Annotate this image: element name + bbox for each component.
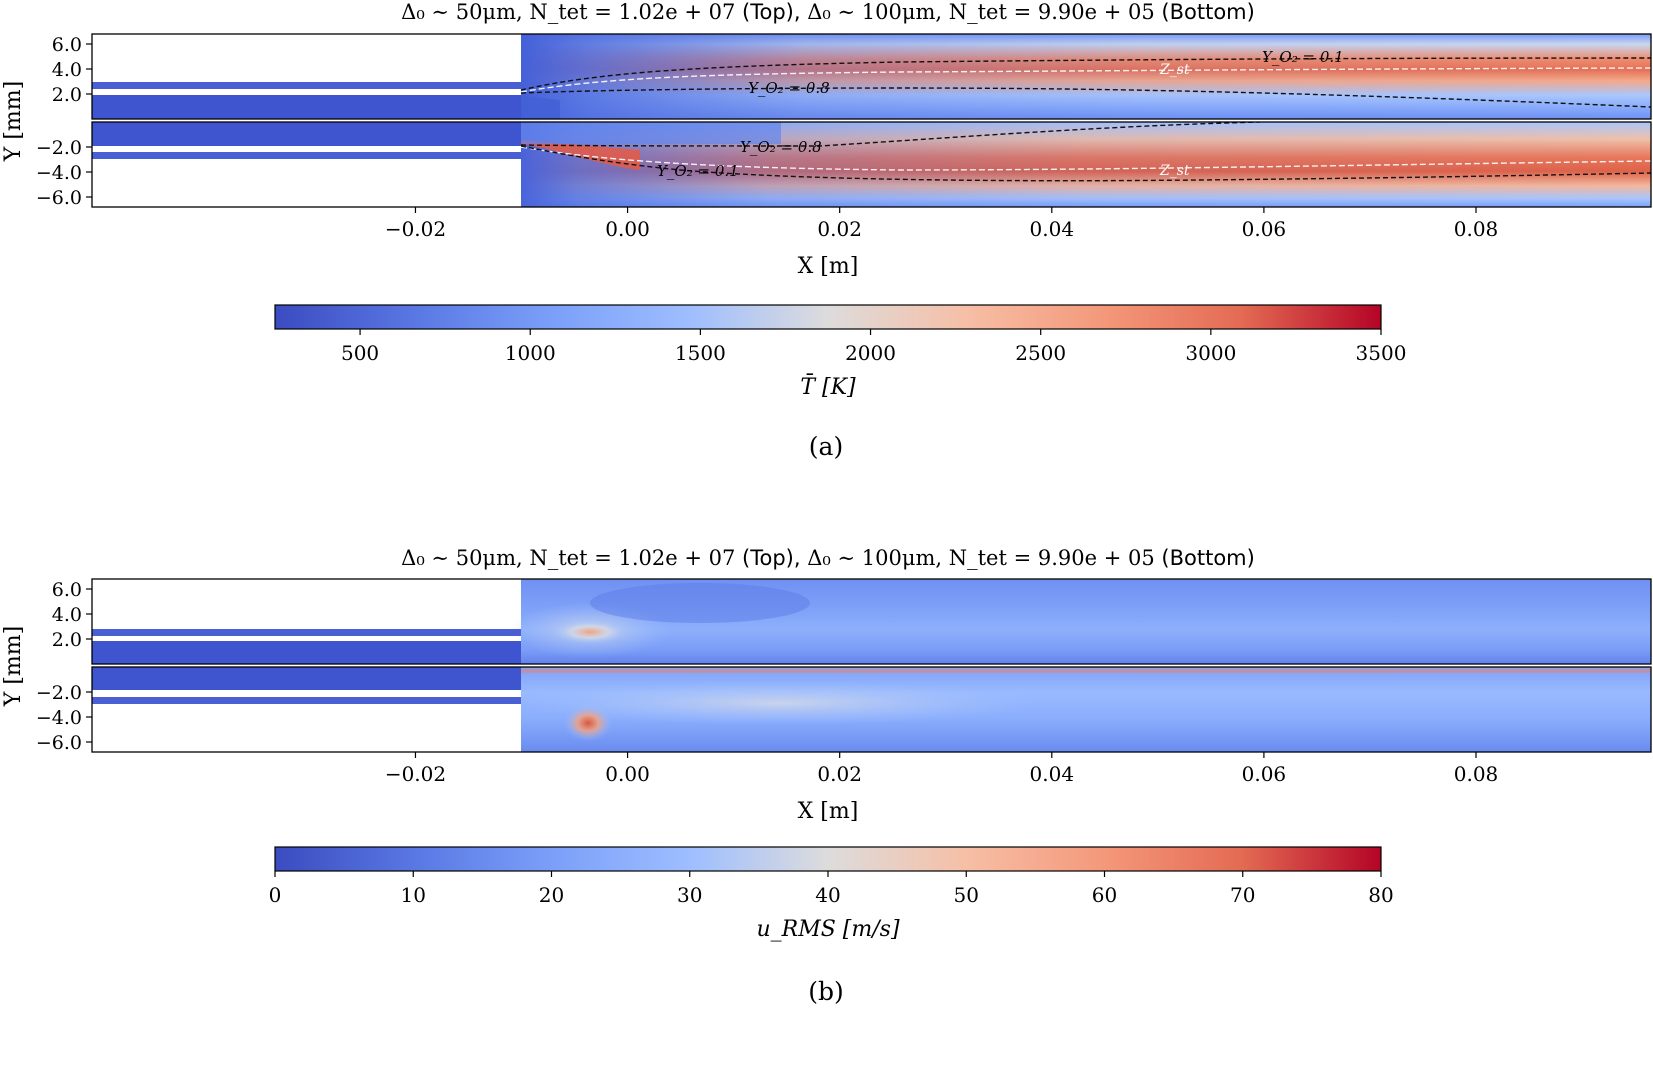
panel-a-colorbar-ticks: 500 1000 1500 2000 2500 3000 3500 xyxy=(341,329,1406,365)
panel-b-top-field xyxy=(92,579,1651,664)
injector-core-top-b xyxy=(92,641,521,664)
panel-a-y-label: Y [mm] xyxy=(1,81,26,162)
panel-b-title: Δ₀ ∼ 50μm, N_tet = 1.02e + 07 (Top), Δ₀ … xyxy=(401,546,1255,570)
panel-b-colorbar xyxy=(274,846,1382,872)
injector-core-top xyxy=(92,95,521,119)
injector-outer-top xyxy=(92,82,521,89)
y-tick-label: 4.0 xyxy=(52,604,82,626)
panel-a-x-label: X [m] xyxy=(798,254,859,279)
y-tick-label: −6.0 xyxy=(36,732,82,754)
colorbar-tick-label: 10 xyxy=(401,883,426,907)
x-tick-label: 0.02 xyxy=(817,217,862,241)
panel-b-bottom-frame xyxy=(91,666,1652,753)
panel-b-colorbar-label: u_RMS [m/s] xyxy=(756,917,899,942)
y-tick-label: −2.0 xyxy=(36,682,82,704)
colorbar-tick-label: 0 xyxy=(269,883,282,907)
colorbar-tick-label: 1500 xyxy=(675,341,726,365)
panel-b-top-y-ticks: 6.0 4.0 2.0 xyxy=(52,579,92,651)
x-tick-label: 0.08 xyxy=(1454,217,1499,241)
colorbar-tick-label: 1000 xyxy=(505,341,556,365)
label-zst-top: Z_st xyxy=(1159,62,1190,78)
colorbar-tick-label: 2500 xyxy=(1015,341,1066,365)
contour-yo2-rich-bottom xyxy=(520,122,1261,147)
x-tick-label: 0.06 xyxy=(1242,217,1287,241)
injector-core-bottom-b xyxy=(92,667,521,690)
panel-a-bottom-y-ticks: −2.0 −4.0 −6.0 xyxy=(36,137,92,209)
contour-yo2-lean-bottom xyxy=(520,145,1651,182)
colorbar-tick-label: 50 xyxy=(954,883,979,907)
panel-b-y-label: Y [mm] xyxy=(1,626,26,707)
panel-b-x-label: X [m] xyxy=(798,799,859,824)
panel-a-colorbar xyxy=(274,304,1382,330)
y-tick-label: 2.0 xyxy=(52,84,82,106)
colorbar-tick-label: 3500 xyxy=(1356,341,1407,365)
x-tick-label: 0.02 xyxy=(817,762,862,786)
colorbar-tick-label: 40 xyxy=(815,883,840,907)
colorbar-tick-label: 500 xyxy=(341,341,379,365)
panel-b-label: (b) xyxy=(808,977,844,1006)
panel-b-bottom-field xyxy=(92,667,1651,752)
y-tick-label: 4.0 xyxy=(52,59,82,81)
panel-a-bottom-frame xyxy=(91,121,1652,208)
label-yo2-lean-top: Y_O₂ = 0.1 xyxy=(1262,48,1344,66)
y-tick-label: −2.0 xyxy=(36,137,82,159)
label-zst-bottom: Z_st xyxy=(1159,163,1190,179)
colorbar-tick-label: 20 xyxy=(539,883,564,907)
label-yo2-lean-bottom: Y_O₂ = 0.1 xyxy=(657,162,739,180)
panel-a-top-y-ticks: 6.0 4.0 2.0 xyxy=(52,34,92,106)
colorbar-tick-label: 2000 xyxy=(845,341,896,365)
panel-a-top-frame xyxy=(91,33,1652,120)
x-tick-label: 0.04 xyxy=(1030,217,1075,241)
panel-b-bottom-y-ticks: −2.0 −4.0 −6.0 xyxy=(36,682,92,754)
x-tick-label: 0.06 xyxy=(1242,762,1287,786)
contour-yo2-rich-top xyxy=(520,87,1651,108)
label-yo2-rich-top: Y_O₂ = 0.8 xyxy=(748,79,830,97)
panel-a-bottom-field: Y_O₂ = 0.8 Y_O₂ = 0.1 Z_st xyxy=(92,122,1651,207)
x-tick-label: 0.00 xyxy=(605,217,650,241)
y-tick-label: 2.0 xyxy=(52,629,82,651)
panel-b-top-frame xyxy=(91,578,1652,665)
injector-core-bottom xyxy=(92,122,521,146)
x-tick-label: −0.02 xyxy=(385,217,446,241)
panel-a-title: Δ₀ ∼ 50μm, N_tet = 1.02e + 07 (Top), Δ₀ … xyxy=(401,0,1255,24)
panel-a-label: (a) xyxy=(809,432,843,461)
contour-yo2-lean-top xyxy=(520,57,1651,91)
contour-zst-top xyxy=(520,67,1651,93)
contour-zst-bottom xyxy=(520,146,1651,171)
panel-b-x-ticks: −0.02 0.00 0.02 0.04 0.06 0.08 xyxy=(385,752,1498,786)
y-tick-label: 6.0 xyxy=(52,34,82,56)
panel-b-colorbar-ticks: 0 10 20 30 40 50 60 70 80 xyxy=(269,871,1394,907)
colorbar-tick-label: 60 xyxy=(1092,883,1117,907)
panel-a-colorbar-label: T̄ [K] xyxy=(800,373,856,400)
injector-outer-bottom xyxy=(92,152,521,159)
injector-outer-bottom-b xyxy=(92,697,521,704)
colorbar-tick-label: 3000 xyxy=(1185,341,1236,365)
panel-a: Δ₀ ∼ 50μm, N_tet = 1.02e + 07 (Top), Δ₀ … xyxy=(1,0,1652,461)
x-tick-label: 0.00 xyxy=(605,762,650,786)
colorbar-tick-label: 30 xyxy=(677,883,702,907)
y-tick-label: −4.0 xyxy=(36,162,82,184)
panel-b: Δ₀ ∼ 50μm, N_tet = 1.02e + 07 (Top), Δ₀ … xyxy=(1,546,1652,1006)
y-tick-label: 6.0 xyxy=(52,579,82,601)
injector-outer-top-b xyxy=(92,629,521,636)
x-tick-label: −0.02 xyxy=(385,762,446,786)
y-tick-label: −4.0 xyxy=(36,707,82,729)
colorbar-tick-label: 70 xyxy=(1230,883,1255,907)
panel-a-x-ticks: −0.02 0.00 0.02 0.04 0.06 0.08 xyxy=(385,207,1498,241)
x-tick-label: 0.08 xyxy=(1454,762,1499,786)
colorbar-tick-label: 80 xyxy=(1368,883,1393,907)
panel-a-top-field: Y_O₂ = 0.1 Z_st Y_O₂ = 0.8 xyxy=(92,34,1651,119)
x-tick-label: 0.04 xyxy=(1030,762,1075,786)
y-tick-label: −6.0 xyxy=(36,187,82,209)
label-yo2-rich-bottom: Y_O₂ = 0.8 xyxy=(740,138,822,156)
